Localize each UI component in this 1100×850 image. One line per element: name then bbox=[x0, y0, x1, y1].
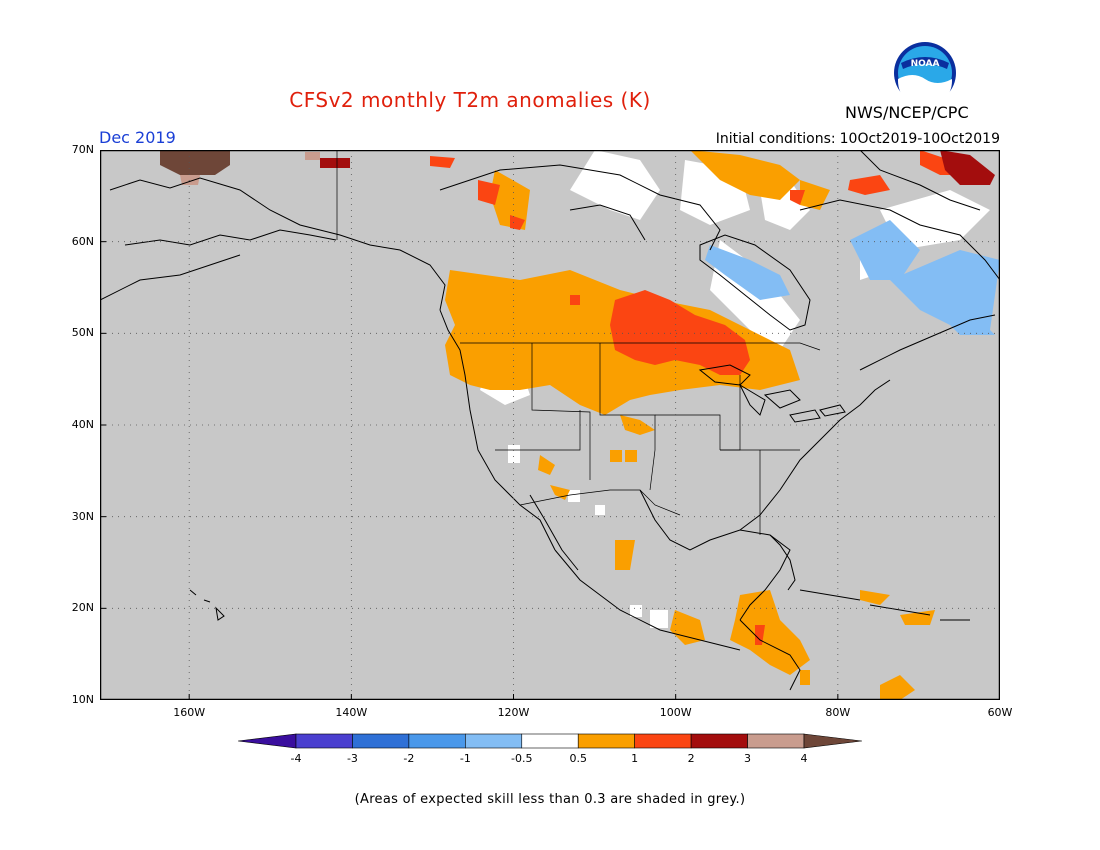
colorbar-swatch bbox=[577, 733, 635, 749]
colorbar-swatch bbox=[521, 733, 579, 749]
lat-label: 70N bbox=[71, 143, 94, 156]
colorbar-tick-label: -2 bbox=[403, 752, 415, 765]
lat-label: 20N bbox=[71, 601, 94, 615]
colorbar-arrow-high bbox=[803, 733, 862, 749]
lon-label: 120W bbox=[497, 706, 530, 719]
colorbar-tick-label: 4 bbox=[800, 752, 808, 765]
agency-label: NWS/NCEP/CPC bbox=[845, 103, 969, 122]
anomaly-light-blue bbox=[705, 220, 1000, 335]
colorbar-tick-label: -0.5 bbox=[511, 752, 533, 765]
colorbar-arrow-low bbox=[238, 733, 297, 749]
anomaly-brown bbox=[160, 150, 320, 185]
colorbar-swatch bbox=[747, 733, 805, 749]
colorbar-tick-label: 1 bbox=[631, 752, 639, 765]
chart-title: CFSv2 monthly T2m anomalies (K) bbox=[289, 88, 651, 112]
logo-text: NOAA bbox=[911, 59, 940, 69]
anomaly-patches bbox=[160, 150, 1000, 700]
lat-label: 60N bbox=[71, 234, 94, 248]
skill-footnote: (Areas of expected skill less than 0.3 a… bbox=[354, 792, 746, 807]
anomaly-dark-red bbox=[320, 150, 995, 185]
colorbar-swatch bbox=[690, 733, 748, 749]
colorbar-swatch bbox=[408, 733, 466, 749]
colorbar-tick-label: 2 bbox=[687, 752, 695, 765]
colorbar-tick-label: -4 bbox=[290, 752, 302, 765]
lat-label: 50N bbox=[71, 326, 94, 340]
colorbar-tick-label: -3 bbox=[346, 752, 358, 765]
political-borders bbox=[336, 150, 821, 535]
lon-label: 100W bbox=[659, 706, 692, 719]
initial-conditions: Initial conditions: 10Oct2019-10Oct2019 bbox=[712, 131, 1000, 147]
initial-conditions-value: 10Oct2019-10Oct2019 bbox=[839, 131, 1000, 147]
forecast-period: Dec 2019 bbox=[99, 128, 176, 147]
lat-label: 40N bbox=[71, 418, 94, 431]
coastlines bbox=[100, 150, 1000, 691]
colorbar-swatch bbox=[465, 733, 523, 749]
lat-lon-grid bbox=[100, 150, 1000, 700]
lon-label: 60W bbox=[987, 706, 1013, 719]
anomaly-red bbox=[430, 150, 960, 645]
colorbar-tick-label: -1 bbox=[459, 752, 471, 765]
noaa-logo-icon: NOAA bbox=[894, 42, 956, 105]
lon-label: 160W bbox=[173, 706, 206, 719]
colorbar-swatch bbox=[295, 733, 353, 749]
colorbar-swatch bbox=[352, 733, 410, 749]
colorbar-tick-label: 3 bbox=[744, 752, 752, 765]
initial-conditions-label: Initial conditions: bbox=[715, 131, 836, 147]
anomaly-map bbox=[100, 150, 1000, 700]
colorbar-tick-label: 0.5 bbox=[569, 752, 587, 765]
lat-label: 30N bbox=[71, 509, 94, 523]
colorbar bbox=[238, 733, 862, 749]
colorbar-swatch bbox=[634, 733, 692, 749]
lat-label: 10N bbox=[71, 693, 94, 706]
lon-label: 140W bbox=[335, 706, 368, 719]
lon-label: 80W bbox=[825, 706, 851, 719]
